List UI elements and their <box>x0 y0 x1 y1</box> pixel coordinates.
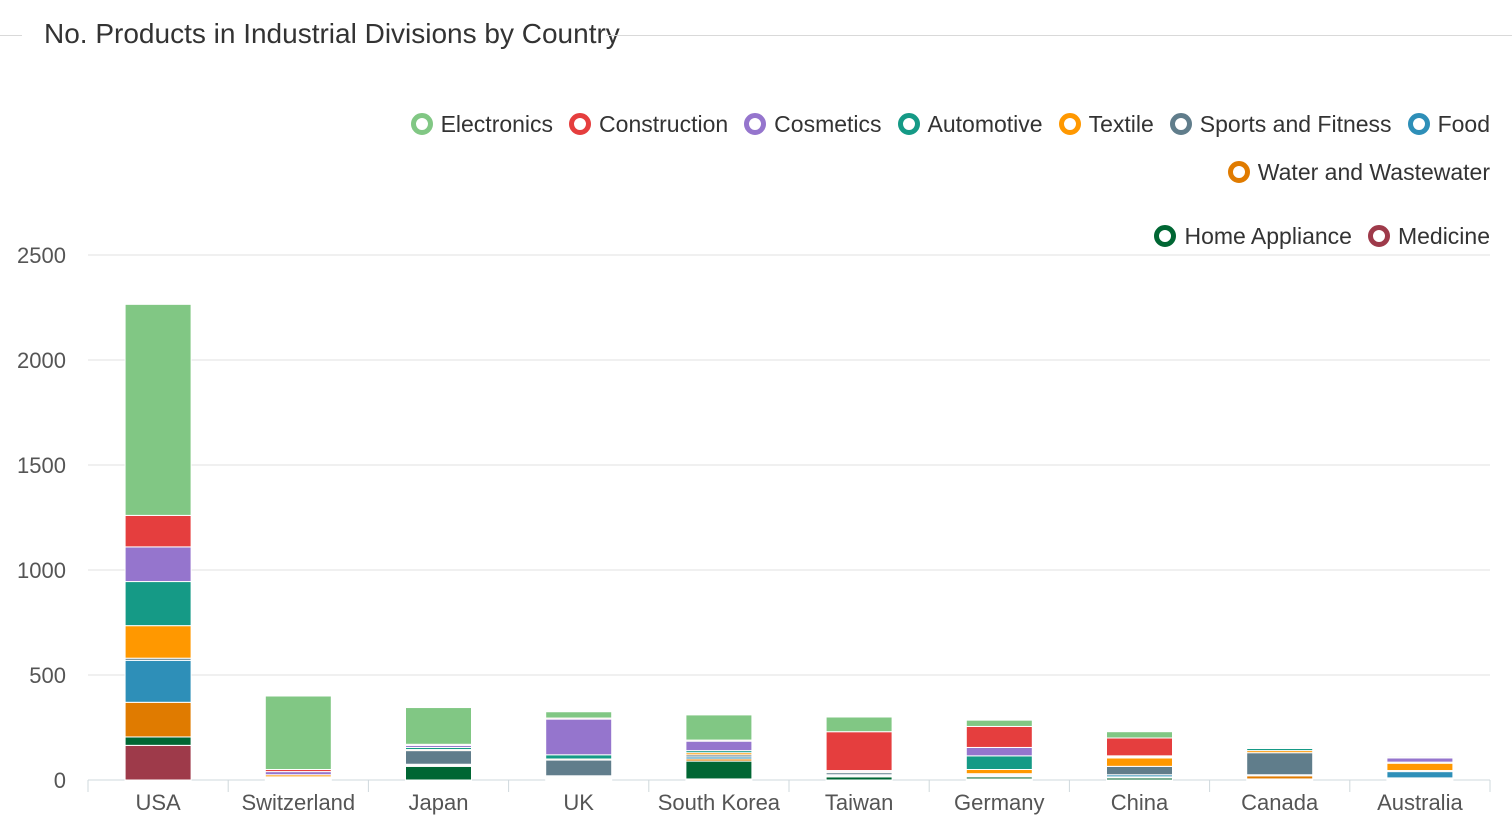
bar-stack-taiwan <box>825 716 893 781</box>
legend-marker-icon <box>1058 113 1081 135</box>
legend-label: Sports and Fitness <box>1199 110 1392 137</box>
bar-segment-cosmetics[interactable] <box>545 718 613 756</box>
x-tick-label: USA <box>135 790 181 815</box>
legend-item-food[interactable]: Food <box>1407 108 1490 140</box>
bar-segment-electronics[interactable] <box>405 707 472 745</box>
legend-item-sports-and-fitness[interactable]: Sports and Fitness <box>1169 108 1392 140</box>
bar-stack-japan <box>405 707 472 781</box>
x-tick-label: Switzerland <box>241 790 355 815</box>
bar-segment-home-appliance[interactable] <box>405 765 472 781</box>
bar-segment-home-appliance[interactable] <box>124 736 192 746</box>
bar-segment-automotive[interactable] <box>545 754 613 760</box>
bar-segment-textile[interactable] <box>965 769 1033 775</box>
x-tick-label: Canada <box>1241 790 1319 815</box>
bar-stack-germany <box>965 719 1033 781</box>
x-tick-label: China <box>1111 790 1169 815</box>
bar-segment-cosmetics[interactable] <box>124 546 192 583</box>
bar-segment-sports-and-fitness[interactable] <box>1246 752 1314 776</box>
bar-segment-food[interactable] <box>124 659 192 703</box>
legend-label: Cosmetics <box>774 110 882 137</box>
legend-label: Food <box>1437 110 1490 137</box>
bar-segment-sports-and-fitness[interactable] <box>405 750 472 765</box>
y-tick-label: 2000 <box>17 348 66 373</box>
bar-stack-canada <box>1246 744 1314 781</box>
bar-segment-food[interactable] <box>1386 771 1454 779</box>
legend-item-medicine[interactable]: Medicine <box>1367 220 1490 252</box>
legend-item-construction[interactable]: Construction <box>569 108 728 140</box>
legend-item-textile[interactable]: Textile <box>1058 108 1154 140</box>
legend-label: Home Appliance <box>1184 222 1352 249</box>
legend-item-home-appliance[interactable]: Home Appliance <box>1154 220 1352 252</box>
bar-segment-home-appliance[interactable] <box>685 760 753 780</box>
legend-label: Automotive <box>927 110 1043 137</box>
bar-segment-electronics[interactable] <box>825 716 893 733</box>
y-tick-label: 1500 <box>17 453 66 478</box>
bar-segment-automotive[interactable] <box>124 581 192 627</box>
bar-segment-electronics[interactable] <box>1386 755 1454 758</box>
bar-segment-textile[interactable] <box>1386 762 1454 772</box>
x-tick-label: UK <box>563 790 594 815</box>
legend-label: Medicine <box>1397 222 1490 249</box>
bar-stack-south-korea <box>685 714 753 781</box>
bar-stack-usa <box>124 303 192 781</box>
legend-label: Electronics <box>440 110 554 137</box>
legend-item-water-and-wastewater[interactable]: Water and Wastewater <box>1227 156 1490 188</box>
x-tick-label: Australia <box>1377 790 1463 815</box>
x-tick-label: Japan <box>409 790 469 815</box>
bar-segment-construction[interactable] <box>124 514 192 548</box>
legend-marker-icon <box>1169 113 1192 135</box>
y-tick-label: 0 <box>54 768 66 793</box>
bar-segment-electronics[interactable] <box>264 695 332 770</box>
bar-segment-cosmetics[interactable] <box>965 746 1033 757</box>
x-tick-label: South Korea <box>658 790 781 815</box>
bar-segment-textile[interactable] <box>124 625 192 659</box>
x-tick-label: Taiwan <box>825 790 893 815</box>
bar-segment-construction[interactable] <box>965 725 1033 748</box>
bar-stack-switzerland <box>264 695 332 781</box>
bar-stack-uk <box>545 711 613 781</box>
bar-stack-australia <box>1386 755 1454 781</box>
legend-label: Textile <box>1088 110 1154 137</box>
y-tick-label: 500 <box>29 663 66 688</box>
legend-marker-icon <box>569 113 592 135</box>
legend-marker-icon <box>897 113 920 135</box>
bar-segment-textile[interactable] <box>1106 757 1173 767</box>
legend-item-automotive[interactable]: Automotive <box>897 108 1043 140</box>
x-tick-label: Germany <box>954 790 1044 815</box>
bar-segment-electronics[interactable] <box>1106 731 1173 739</box>
legend-label: Construction <box>599 110 729 137</box>
y-tick-label: 2500 <box>17 243 66 268</box>
legend-marker-icon <box>1407 113 1430 135</box>
bar-segment-cosmetics[interactable] <box>1386 757 1454 763</box>
bar-segment-sports-and-fitness[interactable] <box>1106 765 1173 776</box>
bar-segment-electronics[interactable] <box>545 711 613 719</box>
legend-marker-icon <box>744 113 767 135</box>
bar-segment-medicine[interactable] <box>124 744 192 781</box>
title-rule-left <box>0 35 22 36</box>
bar-segment-automotive[interactable] <box>965 755 1033 770</box>
legend-marker-icon <box>1227 161 1250 183</box>
bar-segment-electronics[interactable] <box>965 719 1033 727</box>
y-tick-label: 1000 <box>17 558 66 583</box>
legend-marker-icon <box>410 113 433 135</box>
chart-title: No. Products in Industrial Divisions by … <box>44 18 620 49</box>
bar-segment-sports-and-fitness[interactable] <box>545 759 613 777</box>
bar-segment-cosmetics[interactable] <box>685 740 753 752</box>
legend-label: Water and Wastewater <box>1257 158 1490 185</box>
bar-segment-construction[interactable] <box>825 731 893 772</box>
legend-item-cosmetics[interactable]: Cosmetics <box>744 108 882 140</box>
title-rule-right <box>606 35 1512 36</box>
bar-stack-china <box>1106 731 1173 781</box>
chart-legend: Electronics Construction Cosmetics Automoti… <box>190 108 1490 252</box>
bar-segment-construction[interactable] <box>1106 737 1173 757</box>
legend-item-electronics[interactable]: Electronics <box>410 108 554 140</box>
legend-marker-icon <box>1154 225 1177 247</box>
bar-segment-electronics[interactable] <box>124 303 192 516</box>
bar-segment-electronics[interactable] <box>685 714 753 741</box>
bar-segment-electronics[interactable] <box>1246 744 1314 747</box>
bar-segment-water-and-wastewater[interactable] <box>124 701 192 738</box>
legend-marker-icon <box>1367 225 1390 247</box>
